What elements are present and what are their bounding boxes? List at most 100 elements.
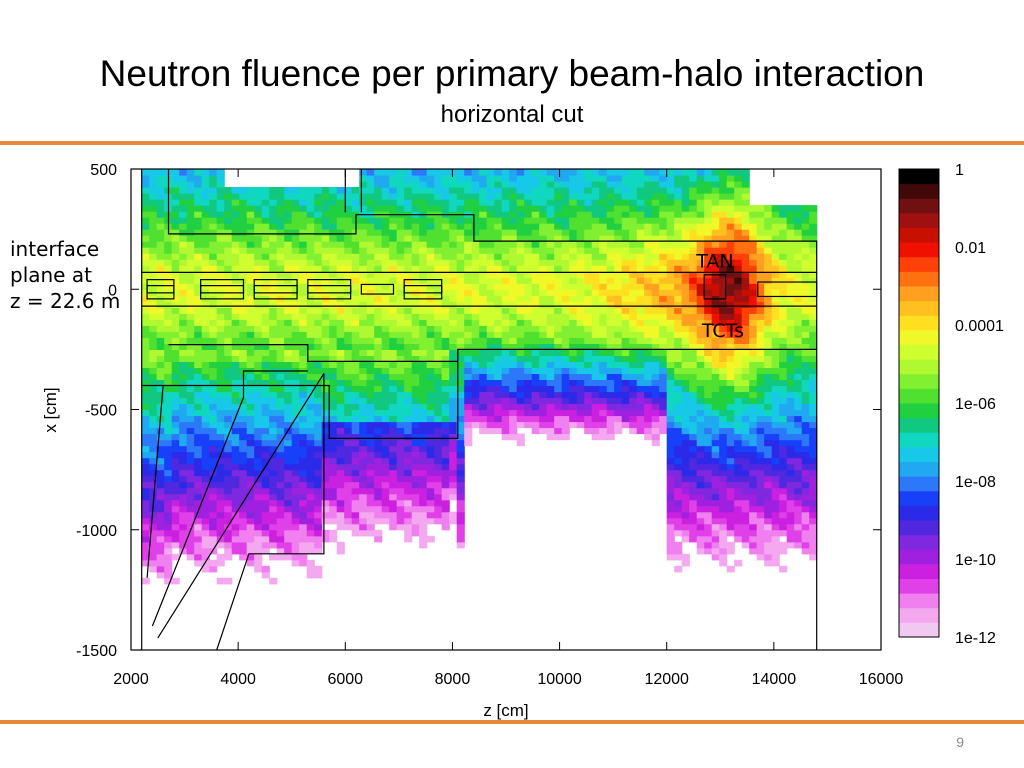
heatmap-cell — [681, 169, 690, 176]
heatmap-cell — [381, 445, 390, 453]
heatmap-cell — [426, 283, 435, 290]
heatmap-cell — [704, 391, 713, 399]
heatmap-cell — [449, 301, 458, 308]
heatmap-cell — [614, 181, 623, 188]
heatmap-cell — [164, 403, 173, 411]
heatmap-cell — [509, 211, 518, 218]
heatmap-cell — [299, 361, 308, 368]
heatmap-cell — [651, 421, 660, 429]
heatmap-cell — [531, 217, 540, 224]
heatmap-cell — [261, 397, 270, 405]
heatmap-cell — [261, 247, 270, 254]
heatmap-cell — [621, 319, 630, 326]
heatmap-cell — [794, 505, 803, 513]
heatmap-cell — [291, 253, 300, 260]
heatmap-cell — [291, 331, 300, 338]
heatmap-cell — [696, 331, 705, 338]
heatmap-cell — [681, 463, 690, 471]
heatmap-cell — [329, 487, 338, 495]
heatmap-cell — [329, 481, 338, 489]
heatmap-cell — [704, 307, 713, 314]
heatmap-cell — [531, 403, 540, 411]
heatmap-cell — [606, 235, 615, 242]
heatmap-cell — [224, 247, 233, 254]
heatmap-cell — [216, 469, 225, 477]
heatmap-cell — [494, 301, 503, 308]
heatmap-cell — [696, 481, 705, 489]
heatmap-cell — [374, 259, 383, 266]
heatmap-cell — [246, 343, 255, 350]
heatmap-cell — [404, 529, 413, 537]
heatmap-cell — [621, 403, 630, 411]
heatmap-cell — [389, 457, 398, 465]
heatmap-cell — [456, 193, 465, 200]
heatmap-cell — [411, 379, 420, 386]
heatmap-cell — [494, 265, 503, 272]
heatmap-cell — [404, 385, 413, 393]
heatmap-cell — [261, 217, 270, 224]
heatmap-cell — [726, 379, 735, 386]
heatmap-cell — [794, 457, 803, 465]
heatmap-cell — [321, 439, 330, 447]
heatmap-cell — [396, 205, 405, 212]
heatmap-cell — [749, 265, 758, 272]
heatmap-cell — [314, 265, 323, 272]
heatmap-cell — [704, 463, 713, 471]
heatmap-cell — [299, 439, 308, 447]
heatmap-cell — [524, 319, 533, 326]
heatmap-cell — [569, 175, 578, 182]
heatmap-cell — [606, 373, 615, 380]
heatmap-cell — [494, 355, 503, 362]
heatmap-cell — [779, 379, 788, 386]
heatmap-cell — [359, 469, 368, 477]
heatmap-cell — [434, 205, 443, 212]
heatmap-cell — [389, 469, 398, 477]
heatmap-cell — [374, 223, 383, 230]
heatmap-cell — [719, 457, 728, 465]
heatmap-cell — [794, 331, 803, 338]
heatmap-cell — [359, 169, 368, 176]
heatmap-cell — [419, 487, 428, 495]
heatmap-cell — [179, 439, 188, 447]
heatmap-cell — [321, 313, 330, 320]
heatmap-cell — [434, 475, 443, 483]
heatmap-cell — [449, 319, 458, 326]
heatmap-cell — [711, 499, 720, 507]
heatmap-cell — [681, 319, 690, 326]
heatmap-cell — [224, 199, 233, 206]
heatmap-cell — [179, 193, 188, 200]
heatmap-cell — [711, 211, 720, 218]
heatmap-cell — [584, 277, 593, 284]
heatmap-cell — [696, 433, 705, 441]
heatmap-cell — [336, 205, 345, 212]
heatmap-cell — [509, 241, 518, 248]
heatmap-cell — [644, 217, 653, 224]
heatmap-cell — [696, 205, 705, 212]
heatmap-cell — [434, 325, 443, 332]
heatmap-cell — [269, 355, 278, 362]
heatmap-cell — [141, 505, 150, 513]
heatmap-cell — [344, 493, 353, 501]
heatmap-cell — [366, 391, 375, 399]
heatmap-cell — [269, 409, 278, 417]
heatmap-cell — [141, 325, 150, 332]
heatmap-cell — [771, 493, 780, 501]
heatmap-cell — [614, 295, 623, 302]
heatmap-cell — [674, 499, 683, 507]
heatmap-cell — [201, 271, 210, 278]
heatmap-cell — [666, 247, 675, 254]
heatmap-cell — [494, 361, 503, 368]
heatmap-cell — [306, 193, 315, 200]
heatmap-cell — [284, 187, 293, 194]
heatmap-cell — [794, 487, 803, 495]
heatmap-cell — [164, 571, 173, 579]
heatmap-cell — [629, 241, 638, 248]
heatmap-cell — [539, 337, 548, 344]
heatmap-cell — [314, 259, 323, 266]
heatmap-cell — [321, 283, 330, 290]
heatmap-cell — [381, 331, 390, 338]
heatmap-cell — [726, 355, 735, 362]
heatmap-cell — [666, 415, 675, 423]
heatmap-cell — [636, 355, 645, 362]
heatmap-cell — [741, 295, 750, 302]
